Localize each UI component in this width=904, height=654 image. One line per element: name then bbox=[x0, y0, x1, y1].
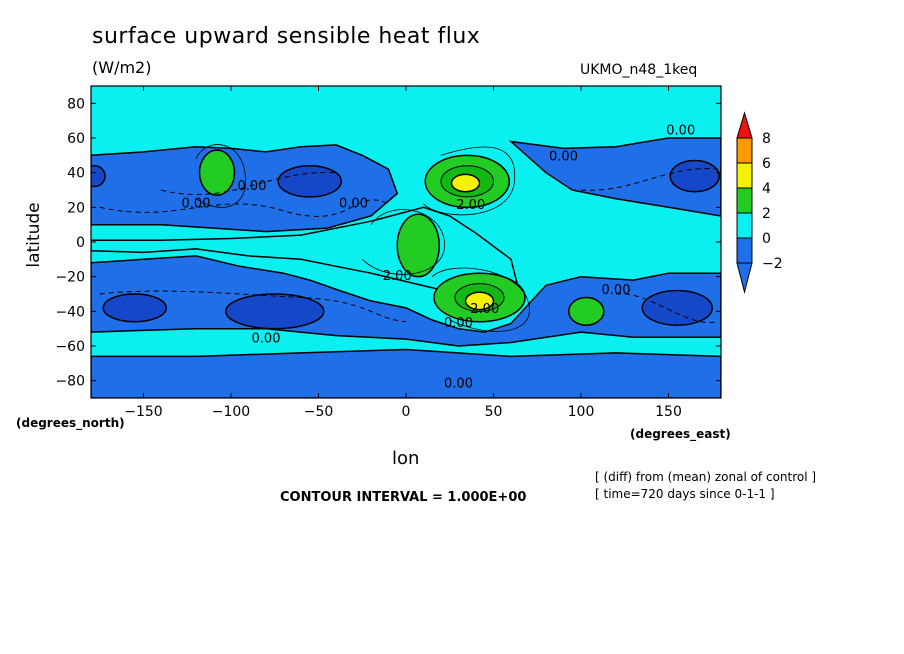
negative-core-4 bbox=[102, 293, 167, 323]
y-tick-label-4: 0 bbox=[76, 235, 85, 251]
thin-contour-1 bbox=[195, 144, 247, 208]
note-line-2: [ time=720 days since 0-1-1 ] bbox=[595, 487, 775, 501]
colorbar-arrow-bottom bbox=[736, 262, 753, 294]
contour-interval: CONTOUR INTERVAL = 1.000E+00 bbox=[280, 490, 527, 505]
run-label: UKMO_n48_1keq bbox=[580, 62, 698, 78]
y-tick-label-2: 40 bbox=[67, 166, 85, 182]
contour-label-6: 2.00 bbox=[383, 269, 412, 284]
positive-region-3 bbox=[198, 149, 236, 196]
thin-contour-2 bbox=[423, 146, 515, 216]
x-axis-label: lon bbox=[392, 448, 420, 469]
negative-band-polar-south bbox=[91, 348, 721, 398]
negative-core-6 bbox=[91, 164, 106, 188]
colorbar-label-4: 6 bbox=[762, 156, 771, 172]
contour-label-11: 0.00 bbox=[444, 377, 473, 392]
colorbar-label-3: 4 bbox=[762, 181, 771, 197]
negative-core-3 bbox=[225, 293, 325, 330]
chart-units: (W/m2) bbox=[92, 58, 152, 77]
note-line-1: [ (diff) from (mean) zonal of control ] bbox=[595, 470, 817, 484]
x-axis-units: (degrees_east) bbox=[630, 427, 731, 441]
contour-label-0: 0.00 bbox=[666, 124, 695, 139]
positive-core-1 bbox=[450, 173, 481, 193]
colorbar-label-1: 0 bbox=[762, 231, 771, 247]
contour-label-9: 0.00 bbox=[602, 283, 631, 298]
positive-core-2 bbox=[464, 291, 495, 311]
x-tick-label-4: 50 bbox=[485, 404, 503, 420]
x-tick-label-6: 150 bbox=[655, 404, 682, 420]
contour-label-10: 0.00 bbox=[252, 332, 281, 347]
colorbar-band-1 bbox=[736, 162, 753, 189]
y-tick-label-5: −20 bbox=[55, 270, 85, 286]
contour-label-5: 2.00 bbox=[456, 198, 485, 213]
y-tick-label-3: 20 bbox=[67, 200, 85, 216]
thin-contour-4 bbox=[362, 209, 445, 275]
colorbar-band-3 bbox=[736, 212, 753, 239]
dashed-contour-2 bbox=[160, 172, 337, 195]
negative-region-northeast bbox=[508, 137, 721, 217]
contour-label-7: 2.00 bbox=[470, 302, 499, 317]
colorbar-band-4 bbox=[736, 237, 753, 264]
x-tick-label-1: −100 bbox=[212, 404, 250, 420]
dashed-contour-5 bbox=[615, 293, 718, 324]
colorbar-band-0 bbox=[736, 137, 753, 164]
colorbar-label-0: −2 bbox=[762, 256, 783, 272]
contour-label-8: 0.00 bbox=[444, 316, 473, 331]
thin-contour-3 bbox=[432, 267, 530, 332]
dashed-contour-1 bbox=[99, 199, 389, 217]
y-axis-units: (degrees_north) bbox=[16, 416, 125, 430]
field-layer bbox=[91, 86, 721, 398]
contour-label-3: 0.00 bbox=[238, 179, 267, 194]
colorbar-label-2: 2 bbox=[762, 206, 771, 222]
x-tick-label-2: −50 bbox=[304, 404, 334, 420]
x-tick-label-0: −150 bbox=[124, 404, 162, 420]
colorbar-arrow-top bbox=[736, 111, 753, 139]
positive-region-4 bbox=[396, 213, 440, 278]
x-tick-label-3: 0 bbox=[402, 404, 411, 420]
colorbar-band-2 bbox=[736, 187, 753, 214]
y-tick-label-8: −80 bbox=[55, 374, 85, 390]
contour-label-4: 0.00 bbox=[339, 196, 368, 211]
y-tick-label-7: −60 bbox=[55, 339, 85, 355]
dashed-contour-3 bbox=[99, 290, 407, 323]
y-tick-label-1: 60 bbox=[67, 131, 85, 147]
chart-title: surface upward sensible heat flux bbox=[92, 24, 481, 49]
y-tick-label-6: −40 bbox=[55, 304, 85, 320]
x-tick-label-5: 100 bbox=[568, 404, 595, 420]
colorbar-label-5: 8 bbox=[762, 131, 771, 147]
y-tick-label-0: 80 bbox=[67, 96, 85, 112]
negative-core-5 bbox=[641, 289, 713, 326]
negative-core-1 bbox=[277, 164, 342, 198]
negative-core-2 bbox=[669, 159, 720, 193]
contour-label-2: 0.00 bbox=[182, 196, 211, 211]
positive-region-5 bbox=[568, 296, 605, 326]
contour-label-1: 0.00 bbox=[549, 150, 578, 165]
